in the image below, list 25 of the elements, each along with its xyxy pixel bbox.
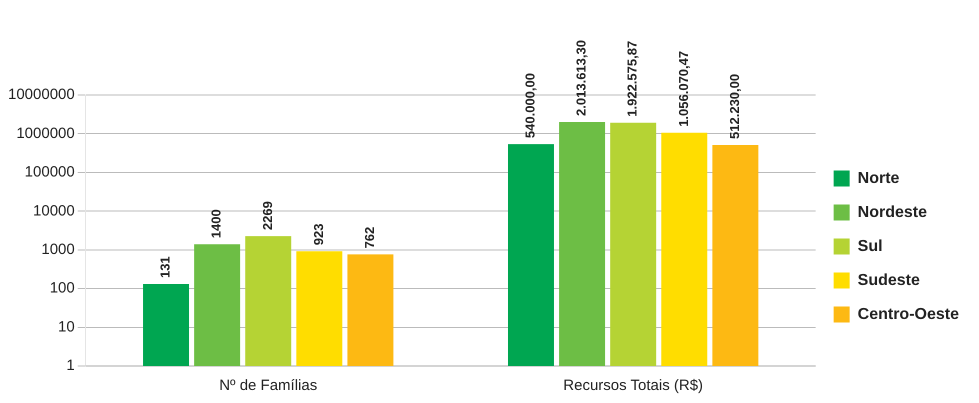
legend-label: Norte (858, 170, 900, 187)
legend-label: Centro-Oeste (858, 306, 960, 323)
x-tick-label: Nº de Famílias (219, 377, 318, 394)
legend-label: Sudeste (858, 272, 920, 289)
y-tick-label: 100000 (24, 164, 75, 181)
y-tick-label: 1 (66, 357, 75, 374)
y-tick-label: 10000 (33, 202, 75, 220)
y-tick-label: 100 (50, 280, 75, 297)
data-label: 2.013.613,30 (574, 40, 589, 116)
data-label: 1.056.070,47 (676, 50, 691, 127)
y-tick-label: 1000 (41, 241, 75, 258)
data-label: 1400 (208, 209, 224, 238)
data-label: 1.922.575,87 (624, 40, 640, 117)
data-label: 762 (362, 226, 377, 248)
y-tick-label: 10 (58, 318, 75, 336)
data-label: 540.000,00 (522, 72, 538, 138)
legend-label: Nordeste (858, 204, 928, 221)
data-label: 131 (158, 256, 173, 278)
x-tick-label: Recursos Totais (R$) (563, 377, 704, 394)
y-tick-label: 10000000 (8, 86, 75, 104)
data-label: 512.230,00 (726, 74, 742, 139)
data-label: 923 (310, 224, 326, 246)
y-tick-label: 1000000 (16, 124, 75, 142)
legend-label: Sul (858, 238, 883, 255)
data-label: 2269 (260, 201, 275, 230)
